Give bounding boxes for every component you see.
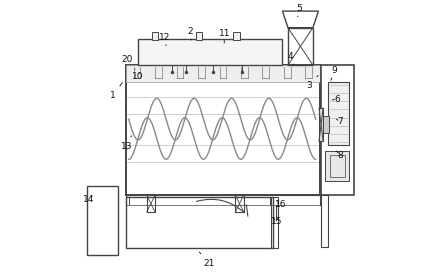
Text: 4: 4	[288, 52, 294, 65]
Text: 21: 21	[199, 252, 215, 268]
Bar	[323, 116, 329, 133]
Text: 5: 5	[297, 4, 303, 17]
Bar	[319, 108, 323, 141]
Text: 10: 10	[132, 72, 143, 81]
Text: 15: 15	[271, 217, 282, 226]
Bar	[321, 65, 354, 195]
Bar	[195, 32, 202, 40]
Bar	[288, 28, 313, 65]
Bar	[147, 195, 155, 212]
Bar	[321, 195, 328, 247]
Text: 3: 3	[307, 76, 318, 90]
Text: 9: 9	[331, 66, 338, 80]
Text: 14: 14	[83, 195, 95, 204]
Bar	[325, 151, 349, 181]
Text: 13: 13	[121, 136, 132, 151]
Bar	[138, 39, 283, 65]
Text: 16: 16	[275, 201, 286, 209]
Bar	[330, 155, 345, 177]
Bar	[235, 195, 244, 212]
Text: 12: 12	[159, 33, 170, 46]
Bar	[328, 82, 349, 145]
Text: 7: 7	[336, 117, 343, 126]
Bar	[272, 197, 278, 248]
Bar	[87, 186, 118, 255]
Text: 20: 20	[122, 55, 135, 69]
Text: 11: 11	[218, 29, 230, 43]
Bar	[126, 197, 273, 248]
Bar	[126, 65, 320, 82]
Text: 2: 2	[188, 27, 193, 40]
Bar	[152, 32, 158, 40]
Text: 6: 6	[332, 95, 340, 104]
Bar	[233, 32, 240, 40]
Text: 1: 1	[110, 83, 122, 100]
Bar	[126, 65, 320, 195]
Text: 8: 8	[336, 151, 343, 160]
